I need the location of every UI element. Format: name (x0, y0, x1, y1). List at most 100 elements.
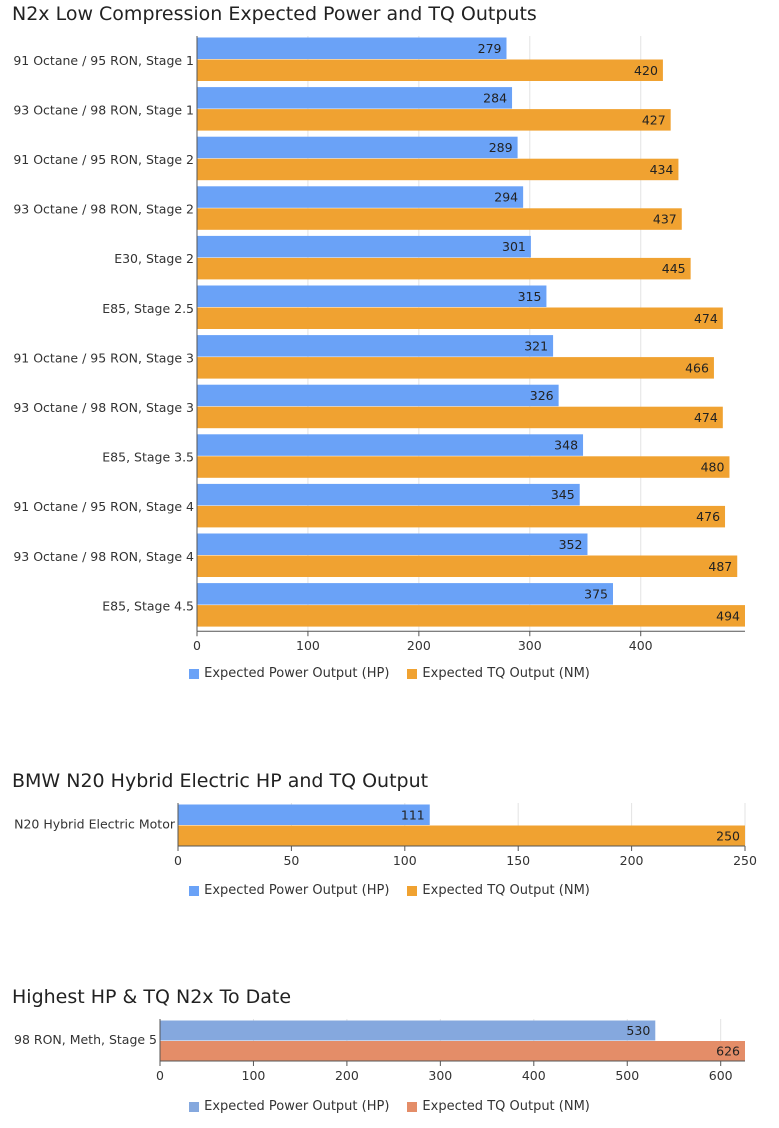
legend-item-power: Expected Power Output (HP) (189, 666, 389, 681)
legend-swatch-power (189, 885, 200, 896)
x-tick-label: 300 (428, 1068, 452, 1083)
x-tick-label: 100 (393, 853, 417, 868)
legend-label-power: Expected Power Output (HP) (204, 1099, 390, 1114)
chart-title: Highest HP & TQ N2x To Date (12, 986, 292, 1008)
x-tick-label: 150 (506, 853, 530, 868)
bar-value-label: 111 (401, 807, 425, 822)
bar-torque (197, 109, 671, 131)
bar-value-label: 487 (708, 559, 732, 574)
bar-torque (197, 158, 679, 181)
category-label: 93 Octane / 98 RON, Stage 2 (13, 202, 194, 217)
bar-value-label: 530 (626, 1023, 650, 1038)
legend-label-power: Expected Power Output (HP) (204, 666, 390, 681)
bar-value-label: 352 (559, 537, 583, 552)
bar-power (197, 335, 554, 357)
legend-swatch-torque (407, 668, 418, 679)
bar-torque (197, 59, 663, 81)
legend-label-torque: Expected TQ Output (NM) (422, 1099, 590, 1114)
x-tick-label: 100 (242, 1068, 266, 1083)
bar-value-label: 474 (694, 311, 718, 326)
legend-label-torque: Expected TQ Output (NM) (422, 883, 590, 898)
bar-power (197, 285, 547, 307)
bar-power (197, 37, 507, 59)
bar-value-label: 348 (554, 438, 578, 453)
legend-swatch-torque (407, 1101, 418, 1112)
x-tick-label: 50 (283, 853, 299, 868)
bar-torque (197, 555, 738, 577)
chart-legend: Expected Power Output (HP) Expected TQ O… (0, 883, 779, 898)
bar-value-label: 321 (524, 338, 548, 353)
x-tick-label: 0 (193, 638, 201, 653)
bar-torque (197, 307, 723, 329)
category-label: N20 Hybrid Electric Motor (14, 817, 176, 832)
bar-value-label: 315 (518, 289, 542, 304)
chart-legend: Expected Power Output (HP) Expected TQ O… (0, 666, 779, 681)
legend-item-torque: Expected TQ Output (NM) (407, 666, 590, 681)
chart-plot: N20 Hybrid Electric Motor 111 250 0 50 100 150… (14, 803, 757, 868)
bar-power (197, 583, 613, 605)
category-label: 93 Octane / 98 RON, Stage 3 (13, 400, 194, 415)
chart-title: N2x Low Compression Expected Power and T… (12, 3, 537, 25)
bar-torque (197, 406, 723, 429)
bar-torque (197, 605, 745, 627)
bar-torque (197, 257, 691, 280)
bar-value-label: 445 (662, 261, 686, 276)
bar-value-label: 294 (494, 190, 518, 205)
legend-swatch-power (189, 1101, 200, 1112)
bar-value-label: 345 (551, 487, 575, 502)
bar-value-label: 476 (696, 509, 720, 524)
bar-value-label: 626 (716, 1044, 740, 1059)
legend-item-power: Expected Power Output (HP) (189, 883, 389, 898)
bar-value-label: 375 (584, 586, 608, 601)
bar-value-label: 480 (701, 460, 725, 475)
x-tick-label: 200 (407, 638, 431, 653)
x-tick-label: 200 (335, 1068, 359, 1083)
x-tick-label: 0 (174, 853, 182, 868)
x-tick-label: 100 (296, 638, 320, 653)
bar-torque (197, 357, 714, 379)
x-tick-label: 400 (629, 638, 653, 653)
legend-label-power: Expected Power Output (HP) (204, 883, 390, 898)
category-label: 93 Octane / 98 RON, Stage 4 (13, 549, 194, 564)
bar-power (197, 483, 580, 506)
bar-power (197, 136, 518, 159)
bar-value-label: 326 (530, 388, 554, 403)
bar-torque (160, 1041, 745, 1061)
bar-value-label: 250 (716, 828, 740, 843)
bar-value-label: 284 (483, 90, 507, 105)
chart-legend: Expected Power Output (HP) Expected TQ O… (0, 1099, 779, 1114)
bar-value-label: 437 (653, 212, 677, 227)
legend-swatch-power (189, 668, 200, 679)
x-tick-label: 400 (522, 1068, 546, 1083)
x-tick-label: 300 (518, 638, 542, 653)
bar-power (197, 87, 513, 109)
bar-power (197, 186, 524, 208)
category-label: E85, Stage 3.5 (102, 450, 194, 465)
bar-value-label: 289 (489, 140, 513, 155)
bar-power (160, 1020, 656, 1041)
chart-title: BMW N20 Hybrid Electric HP and TQ Output (12, 770, 429, 792)
legend-label-torque: Expected TQ Output (NM) (422, 666, 590, 681)
legend-item-power: Expected Power Output (HP) (189, 1099, 389, 1114)
bar-value-label: 420 (634, 63, 658, 78)
x-tick-label: 250 (733, 853, 757, 868)
category-label: 98 RON, Meth, Stage 5 (14, 1032, 157, 1047)
category-label: E85, Stage 2.5 (102, 301, 194, 316)
x-tick-label: 600 (709, 1068, 733, 1083)
bar-torque (197, 208, 682, 230)
bar-power (197, 533, 588, 555)
x-tick-label: 200 (620, 853, 644, 868)
bar-value-label: 466 (685, 360, 709, 375)
bar-power (197, 235, 531, 258)
bar-value-label: 301 (502, 239, 526, 254)
x-tick-label: 500 (615, 1068, 639, 1083)
bar-value-label: 434 (650, 162, 674, 177)
legend-item-torque: Expected TQ Output (NM) (407, 883, 590, 898)
chart-plot: 91 Octane / 95 RON, Stage 1 279 420 93 Octa… (13, 36, 745, 653)
category-label: 93 Octane / 98 RON, Stage 1 (13, 102, 194, 117)
bar-power (197, 384, 559, 407)
bar-value-label: 427 (642, 112, 666, 127)
bar-torque (197, 456, 730, 478)
category-label: E30, Stage 2 (114, 251, 194, 266)
